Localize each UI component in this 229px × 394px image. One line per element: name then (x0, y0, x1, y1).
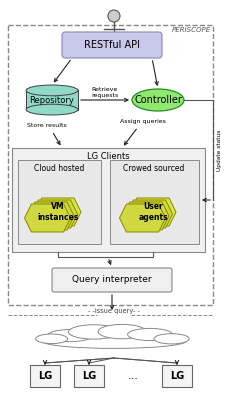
Text: Query interpreter: Query interpreter (72, 275, 152, 284)
Text: LG Clients: LG Clients (87, 152, 129, 160)
Text: PERISCOPE: PERISCOPE (172, 27, 211, 33)
Polygon shape (32, 200, 77, 228)
Bar (18, 160, 101, 244)
Text: Update status: Update status (217, 129, 222, 171)
Ellipse shape (68, 325, 120, 339)
Text: - -Issue query- -: - -Issue query- - (88, 308, 140, 314)
Text: ...: ... (128, 371, 139, 381)
Text: VM
instances: VM instances (37, 202, 79, 222)
Text: Assign queries: Assign queries (120, 119, 166, 123)
Polygon shape (28, 202, 74, 230)
Bar (8, 25, 213, 305)
Ellipse shape (35, 334, 68, 344)
Text: Retrieve
requests: Retrieve requests (91, 87, 119, 98)
Polygon shape (123, 202, 169, 230)
Bar (26, 90, 78, 110)
Ellipse shape (98, 324, 146, 339)
Text: Repository: Repository (30, 95, 74, 104)
Bar (110, 160, 199, 244)
Ellipse shape (132, 89, 184, 111)
Text: LG: LG (38, 371, 52, 381)
Text: Cloud hosted: Cloud hosted (34, 164, 84, 173)
Text: Crowed sourced: Crowed sourced (123, 164, 185, 173)
Polygon shape (35, 198, 81, 226)
Text: Controller: Controller (134, 95, 182, 105)
Ellipse shape (128, 329, 172, 340)
Ellipse shape (154, 334, 189, 344)
Ellipse shape (26, 104, 78, 115)
Text: LG: LG (82, 371, 96, 381)
Ellipse shape (42, 334, 186, 348)
Bar (74, 365, 104, 387)
Bar (162, 365, 192, 387)
FancyBboxPatch shape (62, 32, 162, 58)
Ellipse shape (26, 85, 78, 96)
Bar (30, 365, 60, 387)
Ellipse shape (48, 329, 92, 342)
Polygon shape (126, 200, 172, 228)
Polygon shape (25, 204, 71, 232)
Polygon shape (120, 204, 166, 232)
Text: Store results: Store results (27, 123, 67, 128)
Bar (12, 148, 205, 252)
FancyBboxPatch shape (52, 268, 172, 292)
Text: User
agents: User agents (138, 202, 168, 222)
Text: RESTful API: RESTful API (84, 40, 140, 50)
Polygon shape (130, 198, 176, 226)
Circle shape (108, 10, 120, 22)
Text: LG: LG (170, 371, 184, 381)
